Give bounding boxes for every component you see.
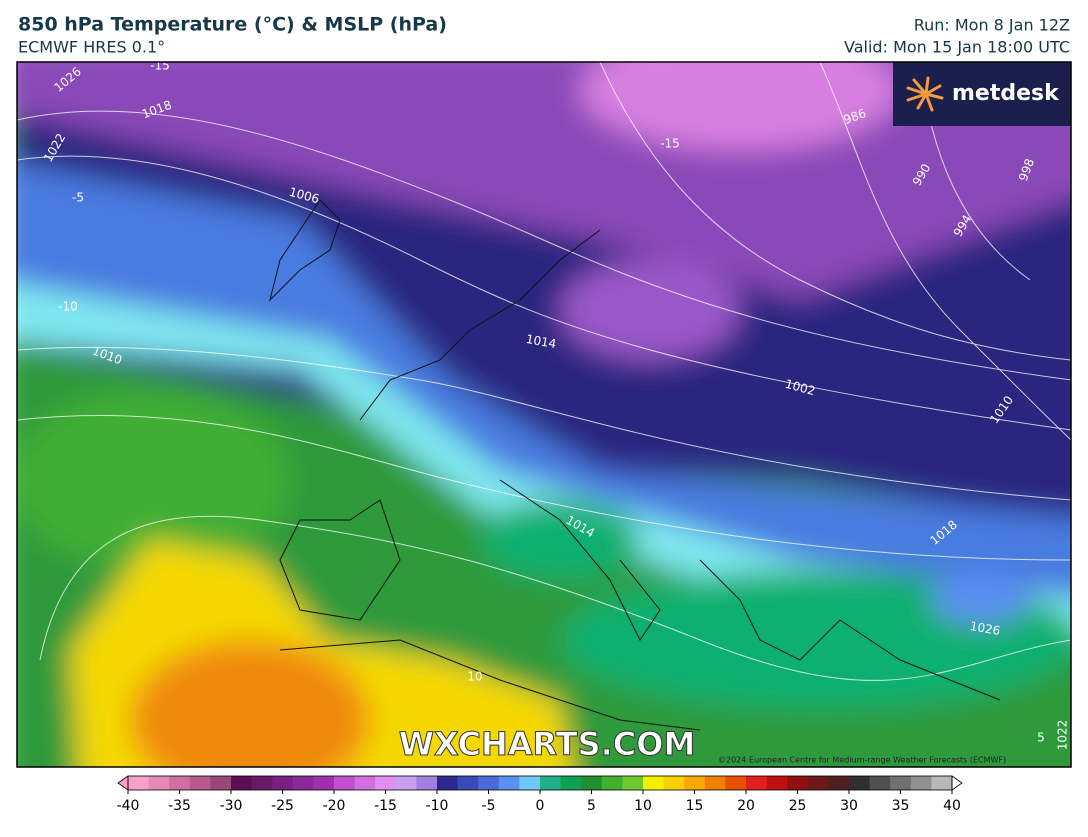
colorbar-min-arrow	[117, 775, 129, 791]
colorbar-swatch	[457, 776, 479, 790]
colorbar-swatch	[869, 776, 891, 790]
colorbar-tick-label: 15	[686, 798, 704, 814]
colorbar-swatch	[725, 776, 747, 790]
colorbar-swatch	[601, 776, 623, 790]
colorbar-swatch	[231, 776, 253, 790]
colorbar-swatch	[292, 776, 314, 790]
colorbar-swatch	[540, 776, 562, 790]
colorbar-swatch	[519, 776, 541, 790]
colorbar-tick-label: -30	[220, 798, 243, 814]
colorbar-swatch	[807, 776, 829, 790]
colorbar-tick-label: -15	[374, 798, 397, 814]
colorbar-swatch	[663, 776, 685, 790]
logo-text: metdesk	[952, 81, 1060, 106]
colorbar-swatch	[910, 776, 932, 790]
colorbar-tick-label: -25	[271, 798, 294, 814]
watermark: WXCHARTS.COM	[399, 725, 696, 763]
colorbar-tick-label: -35	[168, 798, 191, 814]
map-frame	[16, 61, 1072, 768]
contour-label: 5	[1037, 731, 1045, 745]
colorbar: -40 -35 -30 -25 -20 -15 -10 -5 0 5 10 15 20 25 30 35 40	[117, 775, 963, 814]
copyright: ©2024 European Centre for Medium-range W…	[718, 756, 1006, 765]
colorbar-swatch	[148, 776, 170, 790]
colorbar-swatch	[643, 776, 665, 790]
logo-icon	[906, 76, 944, 112]
colorbar-swatch	[849, 776, 871, 790]
colorbar-swatch	[272, 776, 294, 790]
colorbar-swatch	[890, 776, 912, 790]
colorbar-tick-label: 40	[943, 798, 961, 814]
contour-label: 1026	[969, 619, 1002, 638]
colorbar-swatch	[581, 776, 603, 790]
colorbar-tick-label: -5	[482, 798, 496, 814]
colorbar-swatch	[251, 776, 273, 790]
contour-label: 1022	[1056, 720, 1070, 751]
colorbar-swatch	[931, 776, 953, 790]
colorbar-swatch	[416, 776, 438, 790]
colorbar-swatch	[128, 776, 150, 790]
colorbar-swatch	[746, 776, 768, 790]
run-time: Run: Mon 8 Jan 12Z	[914, 16, 1070, 35]
colorbar-tick-label: -40	[117, 798, 140, 814]
contour-label: -5	[72, 191, 84, 205]
title: 850 hPa Temperature (°C) & MSLP (hPa)	[18, 14, 447, 36]
colorbar-swatch	[395, 776, 417, 790]
colorbar-tick-label: 20	[737, 798, 755, 814]
colorbar-tick-label: 25	[789, 798, 807, 814]
colorbar-swatch	[334, 776, 356, 790]
colorbar-swatch	[560, 776, 582, 790]
contour-label: -15	[150, 59, 170, 73]
colorbar-swatch	[375, 776, 397, 790]
colorbar-tick-label: 10	[634, 798, 652, 814]
subtitle: ECMWF HRES 0.1°	[18, 38, 165, 57]
colorbar-swatch	[498, 776, 520, 790]
colorbar-swatch	[189, 776, 211, 790]
colorbar-tick-label: -20	[323, 798, 346, 814]
colorbar-tick-label: -10	[426, 798, 449, 814]
colorbar-swatch	[766, 776, 788, 790]
contour-label: 1014	[525, 332, 558, 351]
colorbar-swatch	[478, 776, 500, 790]
contour-label: 10	[467, 670, 482, 684]
colorbar-swatch	[622, 776, 644, 790]
colorbar-swatch	[210, 776, 232, 790]
colorbar-tick-label: 35	[892, 798, 910, 814]
colorbar-max-arrow	[951, 775, 963, 791]
colorbar-swatch	[354, 776, 376, 790]
colorbar-swatch	[787, 776, 809, 790]
colorbar-swatch	[437, 776, 459, 790]
colorbar-swatch	[684, 776, 706, 790]
colorbar-swatch	[828, 776, 850, 790]
contour-label: -15	[660, 137, 680, 151]
valid-time: Valid: Mon 15 Jan 18:00 UTC	[844, 38, 1070, 57]
colorbar-swatch	[704, 776, 726, 790]
colorbar-tick-label: 0	[536, 798, 545, 814]
colorbar-swatch	[313, 776, 335, 790]
contour-label: -10	[58, 300, 78, 314]
colorbar-tick-label: 30	[840, 798, 858, 814]
colorbar-swatch	[169, 776, 191, 790]
colorbar-tick-label: 5	[587, 798, 596, 814]
